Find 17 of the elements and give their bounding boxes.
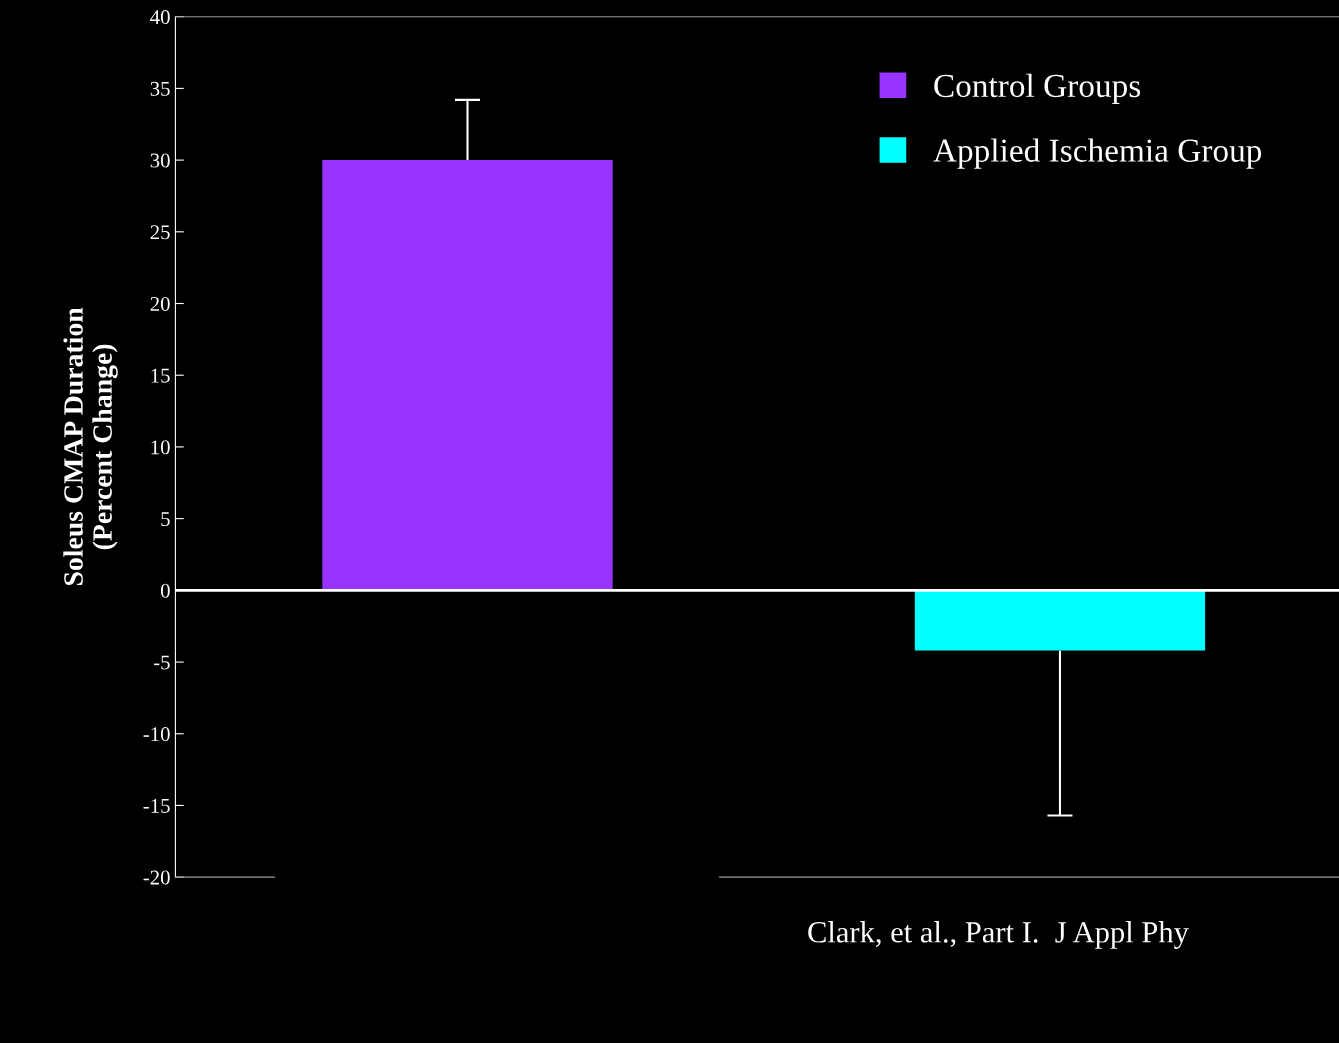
y-tick-label: -10 [143, 727, 170, 742]
y-tick-label: -20 [143, 870, 170, 885]
legend-label: Control Groups [934, 73, 1141, 104]
y-tick-label: 40 [150, 10, 170, 25]
y-axis-title: Soleus CMAP Duration (Percent Change) [63, 307, 118, 586]
y-tick-label: 35 [150, 81, 170, 96]
y-tick-label: 5 [161, 512, 170, 527]
y-tick-label: 0 [160, 583, 170, 598]
y-tick-label: 10 [151, 440, 170, 455]
y-tick-label: 30 [150, 153, 170, 168]
y-tick-label: -15 [143, 798, 170, 813]
legend-label: Applied Ischemia Group [933, 138, 1262, 169]
text: Clark, et al., Part I. J Appl Phy [808, 921, 1189, 949]
y-tick-label: 20 [150, 296, 170, 311]
y-tick-label: -5 [153, 655, 170, 670]
y-tick-label: 15 [151, 368, 170, 383]
y-tick-label: 25 [150, 225, 170, 240]
